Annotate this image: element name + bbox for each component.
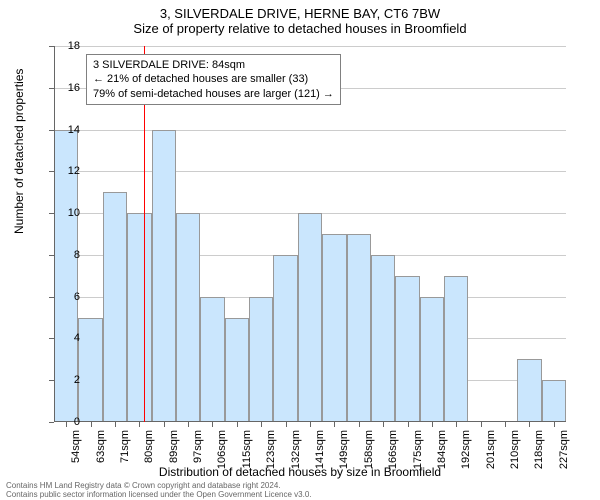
xtick-label: 106sqm xyxy=(216,430,228,469)
xtick-label: 123sqm xyxy=(265,430,277,469)
xtick-label: 97sqm xyxy=(192,430,204,463)
xtick-mark xyxy=(286,422,287,427)
ytick-label: 8 xyxy=(54,249,80,261)
y-axis-line xyxy=(54,46,55,422)
ytick-label: 6 xyxy=(54,291,80,303)
bar xyxy=(176,213,200,422)
xtick-mark xyxy=(237,422,238,427)
xtick-mark xyxy=(188,422,189,427)
xtick-mark xyxy=(432,422,433,427)
xtick-label: 63sqm xyxy=(95,430,107,463)
xtick-mark xyxy=(554,422,555,427)
xtick-label: 227sqm xyxy=(558,430,570,469)
bar xyxy=(225,318,249,422)
xtick-mark xyxy=(529,422,530,427)
xtick-label: 175sqm xyxy=(412,430,424,469)
xtick-label: 158sqm xyxy=(363,430,375,469)
xtick-mark xyxy=(212,422,213,427)
plot-area: 3 SILVERDALE DRIVE: 84sqm← 21% of detach… xyxy=(54,46,566,422)
bar xyxy=(542,380,566,422)
chart-area: 3 SILVERDALE DRIVE: 84sqm← 21% of detach… xyxy=(54,46,566,422)
xtick-mark xyxy=(334,422,335,427)
bar xyxy=(249,297,273,422)
xtick-mark xyxy=(456,422,457,427)
xtick-mark xyxy=(359,422,360,427)
ytick-label: 14 xyxy=(54,124,80,136)
ytick-label: 10 xyxy=(54,207,80,219)
bar xyxy=(78,318,102,422)
y-axis-label: Number of detached properties xyxy=(12,69,26,234)
ytick-label: 12 xyxy=(54,165,80,177)
xtick-label: 192sqm xyxy=(460,430,472,469)
annotation-line: ← 21% of detached houses are smaller (33… xyxy=(93,72,334,86)
x-axis-line xyxy=(54,421,566,422)
footer-attribution: Contains HM Land Registry data © Crown c… xyxy=(6,481,312,500)
xtick-mark xyxy=(91,422,92,427)
xtick-mark xyxy=(408,422,409,427)
bar xyxy=(347,234,371,422)
bar xyxy=(395,276,419,422)
xtick-mark xyxy=(383,422,384,427)
ytick-label: 4 xyxy=(54,332,80,344)
xtick-mark xyxy=(310,422,311,427)
xtick-label: 71sqm xyxy=(119,430,131,463)
annotation-line: 3 SILVERDALE DRIVE: 84sqm xyxy=(93,58,334,72)
gridline xyxy=(54,171,566,172)
xtick-label: 54sqm xyxy=(70,430,82,463)
chart-title-sub: Size of property relative to detached ho… xyxy=(0,21,600,40)
chart-title-main: 3, SILVERDALE DRIVE, HERNE BAY, CT6 7BW xyxy=(0,0,600,21)
xtick-mark xyxy=(139,422,140,427)
gridline xyxy=(54,130,566,131)
xtick-mark xyxy=(164,422,165,427)
footer-line-2: Contains public sector information licen… xyxy=(6,490,312,500)
ytick-label: 18 xyxy=(54,40,80,52)
bar xyxy=(420,297,444,422)
xtick-label: 201sqm xyxy=(485,430,497,469)
xtick-mark xyxy=(481,422,482,427)
xtick-mark xyxy=(115,422,116,427)
xtick-label: 80sqm xyxy=(143,430,155,463)
bar xyxy=(517,359,541,422)
xtick-label: 141sqm xyxy=(314,430,326,469)
annotation-line: 79% of semi-detached houses are larger (… xyxy=(93,87,334,101)
bar xyxy=(322,234,346,422)
ytick-label: 0 xyxy=(54,416,80,428)
annotation-box: 3 SILVERDALE DRIVE: 84sqm← 21% of detach… xyxy=(86,54,341,105)
xtick-label: 115sqm xyxy=(241,430,253,468)
xtick-label: 210sqm xyxy=(509,430,521,469)
xtick-mark xyxy=(261,422,262,427)
footer-line-1: Contains HM Land Registry data © Crown c… xyxy=(6,481,312,491)
xtick-label: 166sqm xyxy=(387,430,399,469)
bar xyxy=(200,297,224,422)
xtick-label: 89sqm xyxy=(168,430,180,463)
gridline xyxy=(54,46,566,47)
bar xyxy=(273,255,297,422)
bar xyxy=(127,213,151,422)
xtick-label: 184sqm xyxy=(436,430,448,469)
bar xyxy=(444,276,468,422)
ytick-label: 2 xyxy=(54,374,80,386)
ytick-label: 16 xyxy=(54,82,80,94)
xtick-label: 218sqm xyxy=(533,430,545,469)
bar xyxy=(103,192,127,422)
xtick-mark xyxy=(505,422,506,427)
xtick-label: 149sqm xyxy=(338,430,350,469)
bar xyxy=(371,255,395,422)
bar xyxy=(298,213,322,422)
bar xyxy=(152,130,176,422)
xtick-label: 132sqm xyxy=(290,430,302,469)
